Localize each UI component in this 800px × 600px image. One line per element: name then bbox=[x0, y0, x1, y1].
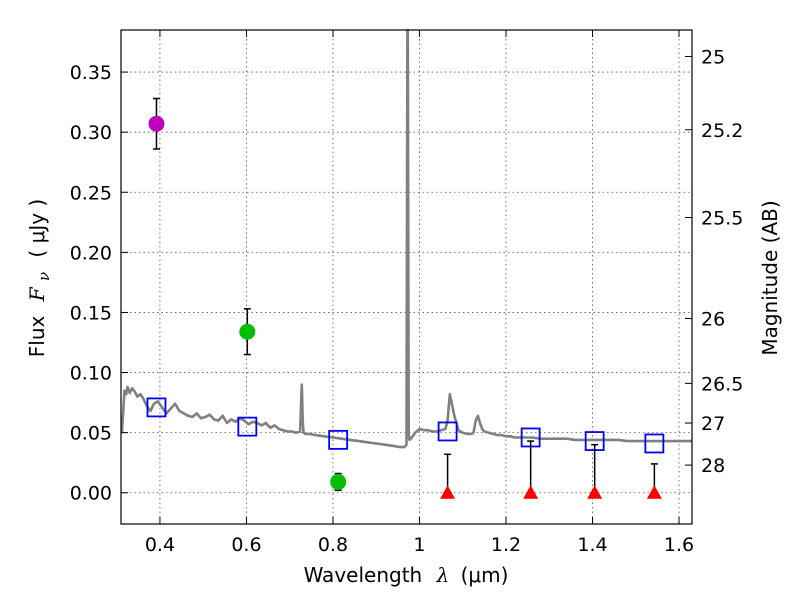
x-tick-label: 1.2 bbox=[491, 534, 521, 556]
y2-tick-label: 26 bbox=[701, 308, 725, 330]
y2-tick-label: 27 bbox=[701, 413, 725, 435]
y-axis-label-units: ( μJy ) bbox=[25, 199, 49, 258]
model-spectrum-line bbox=[120, 28, 692, 449]
y-tick-label: 0.15 bbox=[70, 302, 112, 324]
model-photometry-square bbox=[146, 397, 167, 418]
x-axis-label: Wavelength λ (μm) bbox=[304, 563, 509, 587]
y2-tick-label: 25.2 bbox=[701, 120, 743, 142]
plot-frame bbox=[120, 29, 693, 525]
y-axis-label: Flux F ν ( μJy ) bbox=[25, 199, 54, 357]
y2-tick-label: 25.5 bbox=[701, 208, 743, 230]
model-photometry-square bbox=[328, 429, 349, 450]
x-axis-label-symbol: λ bbox=[436, 563, 450, 587]
upper-limit-triangle bbox=[440, 485, 456, 499]
x-tick-label: 0.4 bbox=[145, 534, 175, 556]
y-tick-label: 0.10 bbox=[70, 363, 112, 385]
x-tick-label: 0.8 bbox=[318, 534, 348, 556]
x-tick-label: 1.4 bbox=[577, 534, 607, 556]
tick-layer: 0.4 0.6 0.8 1 1.2 1.4 1.6 0.00 0.05 0.10 0.15 0.20 0… bbox=[70, 30, 743, 556]
y-tick-label: 0.25 bbox=[70, 182, 112, 204]
y2-tick-label: 26.5 bbox=[701, 373, 743, 395]
upper-limit-triangle bbox=[523, 485, 539, 499]
y-tick-label: 0.20 bbox=[70, 242, 112, 264]
upper-limit-triangle bbox=[587, 485, 603, 499]
detection-point bbox=[239, 323, 256, 340]
y-tick-label: 0.05 bbox=[70, 423, 112, 445]
x-axis-label-text: Wavelength bbox=[304, 563, 423, 587]
x-axis-label-units: (μm) bbox=[461, 563, 509, 587]
y-axis-label-subscript: ν bbox=[35, 272, 53, 281]
x-tick-label: 1.6 bbox=[664, 534, 694, 556]
y-axis-label-text: Flux bbox=[25, 315, 49, 357]
model-photometry-square bbox=[237, 416, 258, 437]
x-tick-label: 1 bbox=[413, 534, 425, 556]
detection-point bbox=[148, 115, 165, 132]
y-tick-label: 0.00 bbox=[70, 483, 112, 505]
y2-tick-label: 28 bbox=[701, 455, 725, 477]
y-tick-label: 0.30 bbox=[70, 122, 112, 144]
y-axis-label-symbol: F bbox=[25, 286, 49, 302]
y-tick-label: 0.35 bbox=[70, 62, 112, 84]
model-photometry-square bbox=[644, 433, 665, 454]
grid-layer bbox=[121, 30, 692, 524]
marker-layer bbox=[146, 97, 665, 499]
x-tick-label: 0.6 bbox=[231, 534, 261, 556]
detection-point bbox=[330, 473, 347, 490]
spectrum-layer bbox=[120, 28, 692, 449]
model-photometry-square bbox=[437, 421, 458, 442]
upper-limit-triangle bbox=[646, 485, 662, 499]
y2-axis-label: Magnitude (AB) bbox=[758, 200, 782, 355]
y2-tick-label: 25 bbox=[701, 46, 725, 68]
